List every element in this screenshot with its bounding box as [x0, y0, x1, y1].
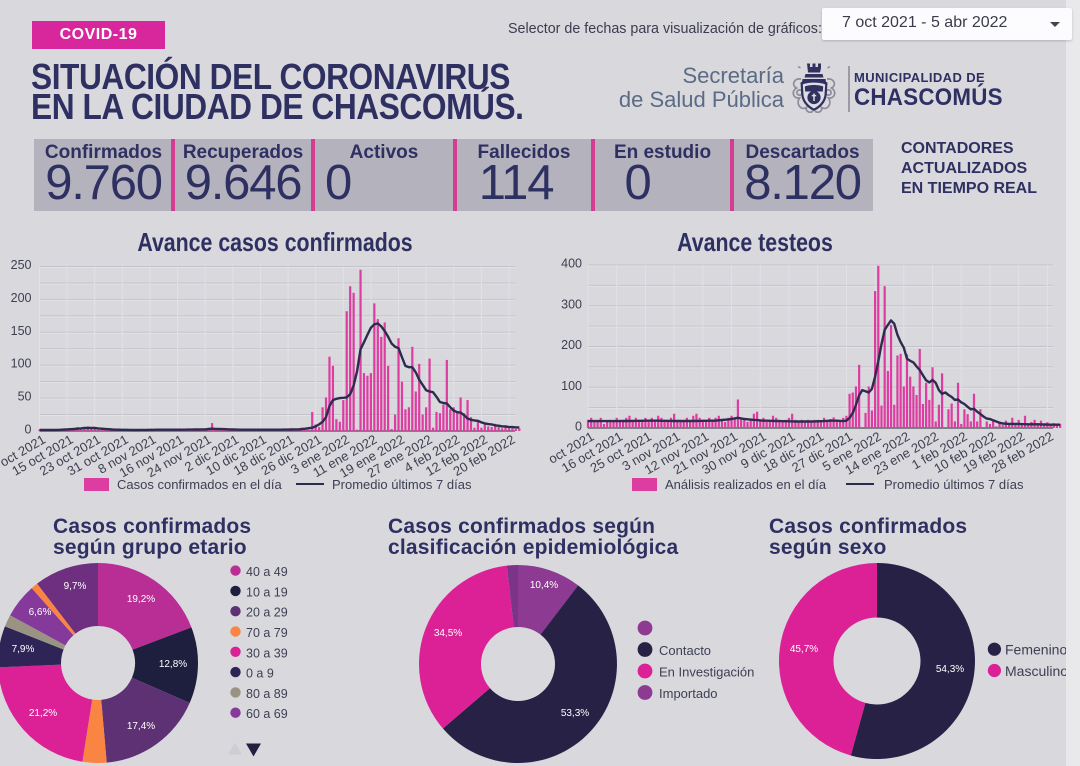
svg-text:54,3%: 54,3% [936, 664, 964, 675]
svg-text:70 a 79: 70 a 79 [246, 626, 288, 640]
svg-text:200: 200 [561, 338, 582, 352]
svg-text:Importado: Importado [659, 686, 718, 701]
svg-text:80 a 89: 80 a 89 [246, 687, 288, 701]
svg-text:100: 100 [11, 357, 32, 371]
svg-text:0: 0 [25, 423, 32, 437]
svg-text:12,8%: 12,8% [159, 659, 187, 670]
svg-text:Contacto: Contacto [659, 643, 711, 658]
svg-text:400: 400 [561, 257, 582, 271]
svg-text:7,9%: 7,9% [12, 644, 35, 655]
svg-text:Masculino: Masculino [1005, 663, 1068, 679]
svg-text:10 a 19: 10 a 19 [246, 585, 288, 599]
svg-text:En Investigación: En Investigación [659, 665, 754, 680]
svg-text:6,6%: 6,6% [29, 607, 52, 618]
svg-text:45,7%: 45,7% [790, 644, 818, 655]
svg-text:200: 200 [11, 291, 32, 305]
svg-text:10,4%: 10,4% [530, 580, 558, 591]
svg-text:20 a 29: 20 a 29 [246, 606, 288, 620]
svg-text:60 a 69: 60 a 69 [246, 707, 288, 721]
svg-text:53,3%: 53,3% [561, 708, 589, 719]
svg-text:300: 300 [561, 297, 582, 311]
svg-text:19,2%: 19,2% [127, 594, 155, 605]
svg-text:Femenino: Femenino [1005, 642, 1067, 658]
svg-text:150: 150 [11, 324, 32, 338]
svg-text:50: 50 [18, 390, 32, 404]
svg-text:250: 250 [11, 258, 32, 272]
svg-text:30 a 39: 30 a 39 [246, 646, 288, 660]
svg-text:0 a 9: 0 a 9 [246, 667, 274, 681]
svg-text:0: 0 [575, 420, 582, 434]
svg-text:9,7%: 9,7% [64, 581, 87, 592]
svg-text:21,2%: 21,2% [29, 708, 57, 719]
svg-text:100: 100 [561, 379, 582, 393]
svg-text:17,4%: 17,4% [127, 721, 155, 732]
svg-text:40 a 49: 40 a 49 [246, 565, 288, 579]
svg-text:34,5%: 34,5% [434, 628, 462, 639]
